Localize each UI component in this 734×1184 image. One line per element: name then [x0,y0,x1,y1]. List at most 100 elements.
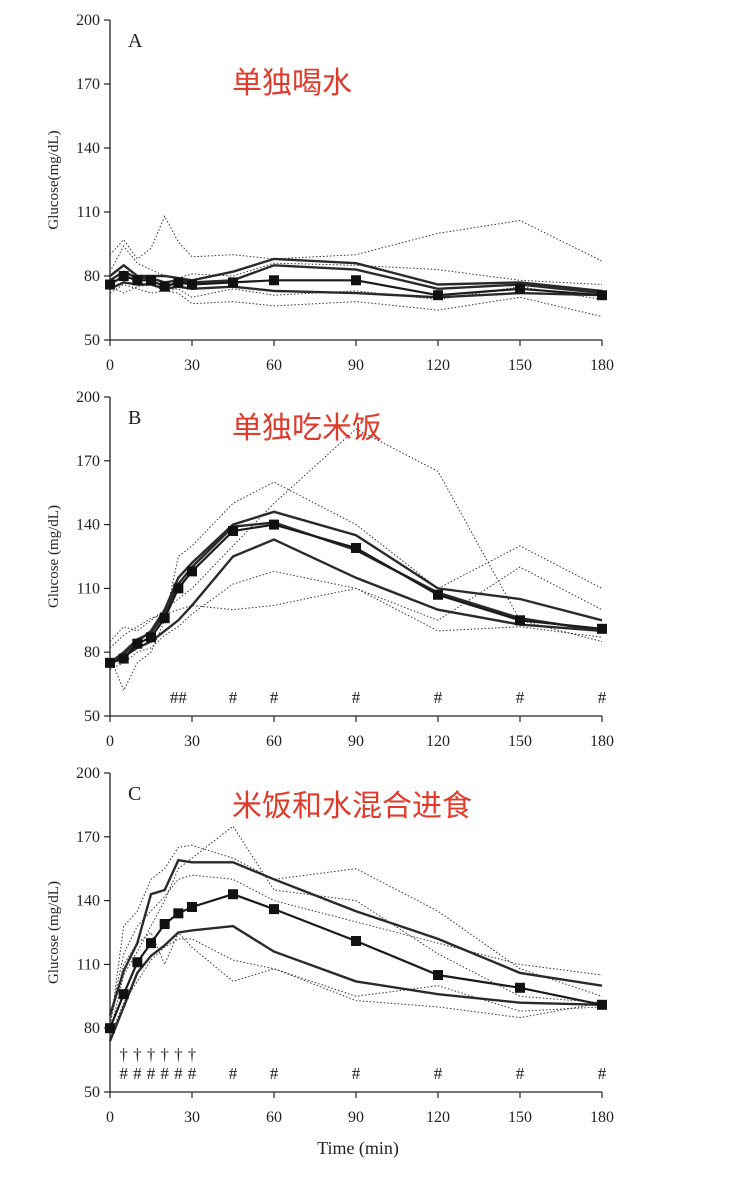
x-tick-label: 60 [266,733,282,750]
x-tick-label: 60 [266,357,282,374]
mean-point [351,936,361,947]
mean-point [173,277,184,288]
subject-line [109,570,603,670]
mean-point [118,271,129,281]
subject-line [109,825,603,1033]
hash-marker: # [352,1064,361,1083]
mean-point [105,279,115,290]
panel-c: 50 80 110 140 170 200 0 30 60 90 120 150 180 Glucose … [46,765,614,1126]
y-tick-label: 110 [77,956,100,973]
panel-a: 50 80 110 140 170 200 0 30 60 90 120 150 180 Glucose(… [46,12,614,374]
hash-marker: # [270,688,279,707]
mean-line [108,893,603,1029]
subject-line [109,283,603,317]
mean-point [228,525,238,536]
panel-b: 50 80 110 140 170 200 0 30 60 90 120 150 180 Glucose … [46,389,614,750]
mean-point [105,1023,115,1034]
y-tick-label: 80 [84,1020,100,1037]
dagger-marker: † [174,1045,183,1064]
mean-point [173,583,184,594]
mean-point [146,275,156,286]
panel-annotation: 米饭和水混合进食 [232,789,472,824]
x-tick-label: 120 [426,733,450,750]
y-tick-label: 140 [76,140,100,157]
mean-point [187,566,197,577]
y-axis-title: Glucose (mg/dL) [46,881,62,984]
hash-marker: # [174,1064,183,1083]
mean-point [118,989,129,1000]
x-tick-label: 150 [508,733,532,750]
panel-label: C [128,783,141,805]
x-tick-label: 180 [590,357,614,374]
y-tick-label: 200 [76,12,100,29]
mean-point [515,615,525,626]
y-tick-label: 170 [76,829,100,846]
mean-point [433,290,443,301]
panel-annotation: 单独吃米饭 [232,411,382,446]
mean-point [351,542,361,553]
x-tick-label: 180 [590,733,614,750]
mean-point [515,982,525,993]
mean-point [515,283,525,294]
y-tick-label: 200 [76,389,100,406]
hash-marker: # [133,1064,142,1083]
subject-line [109,874,603,1020]
mean-point [597,290,607,301]
y-axis-title: Glucose (mg/dL) [46,505,62,608]
subject-line [109,566,603,649]
x-tick-label: 150 [508,357,532,374]
mean-point [597,623,607,634]
x-tick-label: 90 [348,733,364,750]
y-tick-label: 170 [76,453,100,470]
hash-marker: # [434,1064,443,1083]
subject-line [109,844,603,1029]
hash-marker: # [229,1064,238,1083]
hash-marker: # [229,688,238,707]
mean-point [351,275,361,286]
y-tick-label: 170 [76,76,100,93]
mean-point [159,281,170,292]
y-tick-label: 80 [84,268,100,285]
hash-marker: # [270,1064,279,1083]
mean-point [269,904,279,915]
y-tick-label: 140 [76,517,100,534]
mean-point [132,957,143,968]
x-axis-title: Time (min) [317,1138,399,1159]
mean-point [597,999,607,1010]
dagger-marker: † [188,1045,197,1064]
summary-line [108,858,603,1016]
y-tick-label: 50 [84,708,100,725]
x-tick-label: 0 [106,733,114,750]
dagger-marker: † [160,1045,169,1064]
x-tick-label: 90 [348,1109,364,1126]
x-tick-label: 90 [348,357,364,374]
y-tick-label: 200 [76,765,100,782]
panel-annotation: 单独喝水 [232,66,352,101]
hash-marker: # [160,1064,169,1083]
hash-marker: ## [170,688,188,707]
mean-point [146,938,156,949]
mean-point [433,589,443,600]
dagger-marker: † [147,1045,156,1064]
x-tick-label: 0 [106,357,114,374]
mean-point [146,632,156,643]
hash-marker: # [516,688,525,707]
hash-marker: # [516,1064,525,1083]
mean-point [433,970,443,981]
hash-marker: # [598,1064,607,1083]
hash-marker: # [434,688,443,707]
subject-line [109,481,603,692]
x-tick-label: 60 [266,1109,282,1126]
hash-marker: # [598,688,607,707]
mean-point [269,275,279,286]
x-tick-label: 30 [184,1109,200,1126]
mean-point [118,653,129,664]
x-tick-label: 30 [184,357,200,374]
mean-point [132,638,143,649]
dagger-marker: † [119,1045,128,1064]
mean-point [228,277,238,288]
hash-marker: # [188,1064,197,1083]
mean-point [132,275,143,286]
mean-point [187,901,197,912]
